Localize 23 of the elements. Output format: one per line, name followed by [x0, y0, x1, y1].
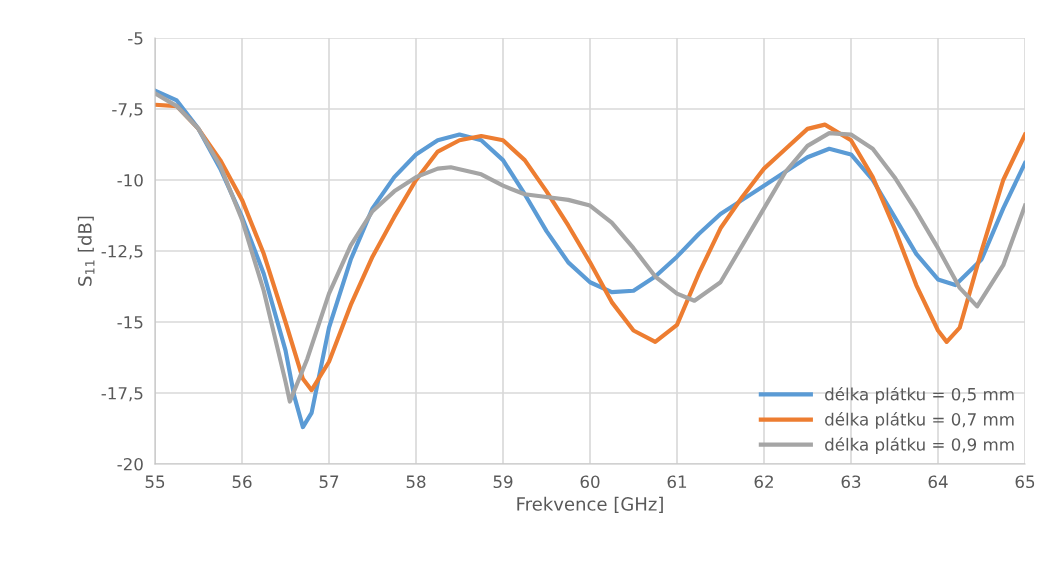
- y-tick-label: -7,5: [112, 103, 143, 118]
- x-tick-label: 60: [580, 475, 600, 489]
- y-tick-label: -10: [117, 173, 143, 187]
- y-tick-label: -15: [117, 316, 143, 329]
- x-tick-label: 56: [232, 475, 252, 489]
- x-tick-label: 61: [667, 475, 687, 489]
- legend-label: délka plátku = 0,5 mm: [825, 386, 1014, 404]
- x-tick-label: 65: [1015, 475, 1035, 489]
- y-tick-label: -20: [117, 457, 143, 471]
- y-axis-title: S$_{11}$ [dB]: [77, 216, 95, 286]
- x-tick-label: 64: [928, 475, 948, 489]
- x-tick-label: 58: [406, 475, 426, 489]
- x-tick-label: 63: [841, 475, 861, 489]
- legend-label: délka plátku = 0,7 mm: [825, 412, 1014, 429]
- y-tick-label: -5: [128, 32, 143, 45]
- y-tick-label: -12,5: [101, 244, 143, 260]
- x-tick-label: 62: [754, 475, 773, 489]
- x-tick-label: 59: [493, 475, 513, 489]
- x-tick-label: 55: [145, 475, 165, 489]
- x-axis-title: Frekvence [GHz]: [517, 496, 663, 513]
- legend-label: délka plátku = 0,9 mm: [825, 437, 1014, 454]
- y-tick-label: -17,5: [101, 387, 143, 402]
- x-tick-label: 57: [319, 475, 339, 489]
